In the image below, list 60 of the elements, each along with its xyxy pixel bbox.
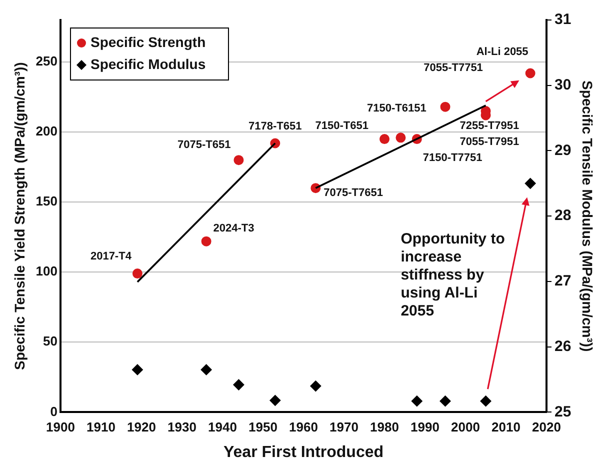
point (440, 102, 450, 112)
y-tick-label: 250 (36, 54, 58, 69)
annotation: 7055-T7751 (424, 62, 483, 74)
y2-tick-label: 26 (554, 338, 572, 355)
annotation: 7150-T7751 (422, 152, 482, 164)
y2-tick-label: 30 (554, 76, 572, 94)
y2-tick-label: 28 (554, 207, 572, 224)
annotation: 2024-T3 (213, 222, 254, 234)
y2-tick-label: 27 (554, 272, 572, 290)
x-tick-label: 1980 (370, 420, 399, 435)
x-tick-label: 1930 (168, 420, 196, 435)
point (132, 268, 142, 279)
annotation: Opportunity to increase stiffness by using Al-Li 2055 (400, 230, 505, 320)
point (480, 396, 492, 407)
y-tick-label: 0 (50, 404, 58, 419)
x-tick-label: 2000 (451, 420, 480, 435)
x-tick-label: 1970 (330, 420, 358, 435)
y-tick-label: 50 (43, 334, 58, 349)
legend-label: Specific Modulus (90, 56, 206, 72)
annotation: Al-Li 2055 (476, 46, 528, 58)
annotation: 7055-T7951 (460, 136, 520, 148)
x-tick-label: 1900 (46, 420, 75, 435)
annotation: 7150-T6151 (367, 102, 426, 115)
point (310, 380, 322, 392)
annotation: 7075-T7651 (324, 187, 383, 200)
point (200, 364, 212, 376)
x-tick-label: 1940 (208, 420, 237, 435)
y2-tick-label: 29 (554, 142, 572, 159)
x-tick-label: 1960 (289, 420, 318, 435)
x-tick-label: 1950 (248, 420, 278, 435)
y2-tick-label: 25 (554, 403, 572, 420)
point (233, 379, 244, 390)
x-tick-label: 2010 (492, 420, 520, 435)
x-tick-label: 1910 (86, 420, 116, 435)
legend-label: Specific Strength (90, 34, 206, 50)
annotation: 7075-T651 (177, 139, 231, 152)
point (525, 68, 536, 78)
y2-axis-title: Specific Tensile Modulus (MPa/(gm/cm³)) (580, 80, 596, 352)
x-tick-label: 2020 (532, 420, 561, 435)
y-tick-label: 100 (36, 264, 58, 279)
point (396, 132, 406, 143)
annotation: 7150-T651 (315, 120, 369, 132)
annotation: 7255-T7951 (460, 120, 520, 132)
point (440, 396, 451, 407)
y-axis-title: Specific Tensile Yield Strength (MPa/(gm/cm³)) (11, 62, 28, 370)
point (132, 364, 143, 376)
x-tick-label: 1920 (127, 420, 156, 435)
x-tick-label: 1990 (410, 420, 440, 435)
point (524, 178, 536, 189)
point (201, 236, 212, 246)
y-tick-label: 150 (36, 194, 58, 209)
annotation: 7178-T651 (248, 120, 302, 132)
point (270, 394, 281, 406)
annotation: 2017-T4 (90, 250, 132, 263)
y2-tick-label: 31 (554, 11, 572, 28)
x-axis-title: Year First Introduced (223, 444, 384, 461)
point (380, 134, 390, 144)
point (234, 155, 244, 166)
point (411, 396, 422, 407)
y-tick-label: 200 (36, 124, 58, 139)
